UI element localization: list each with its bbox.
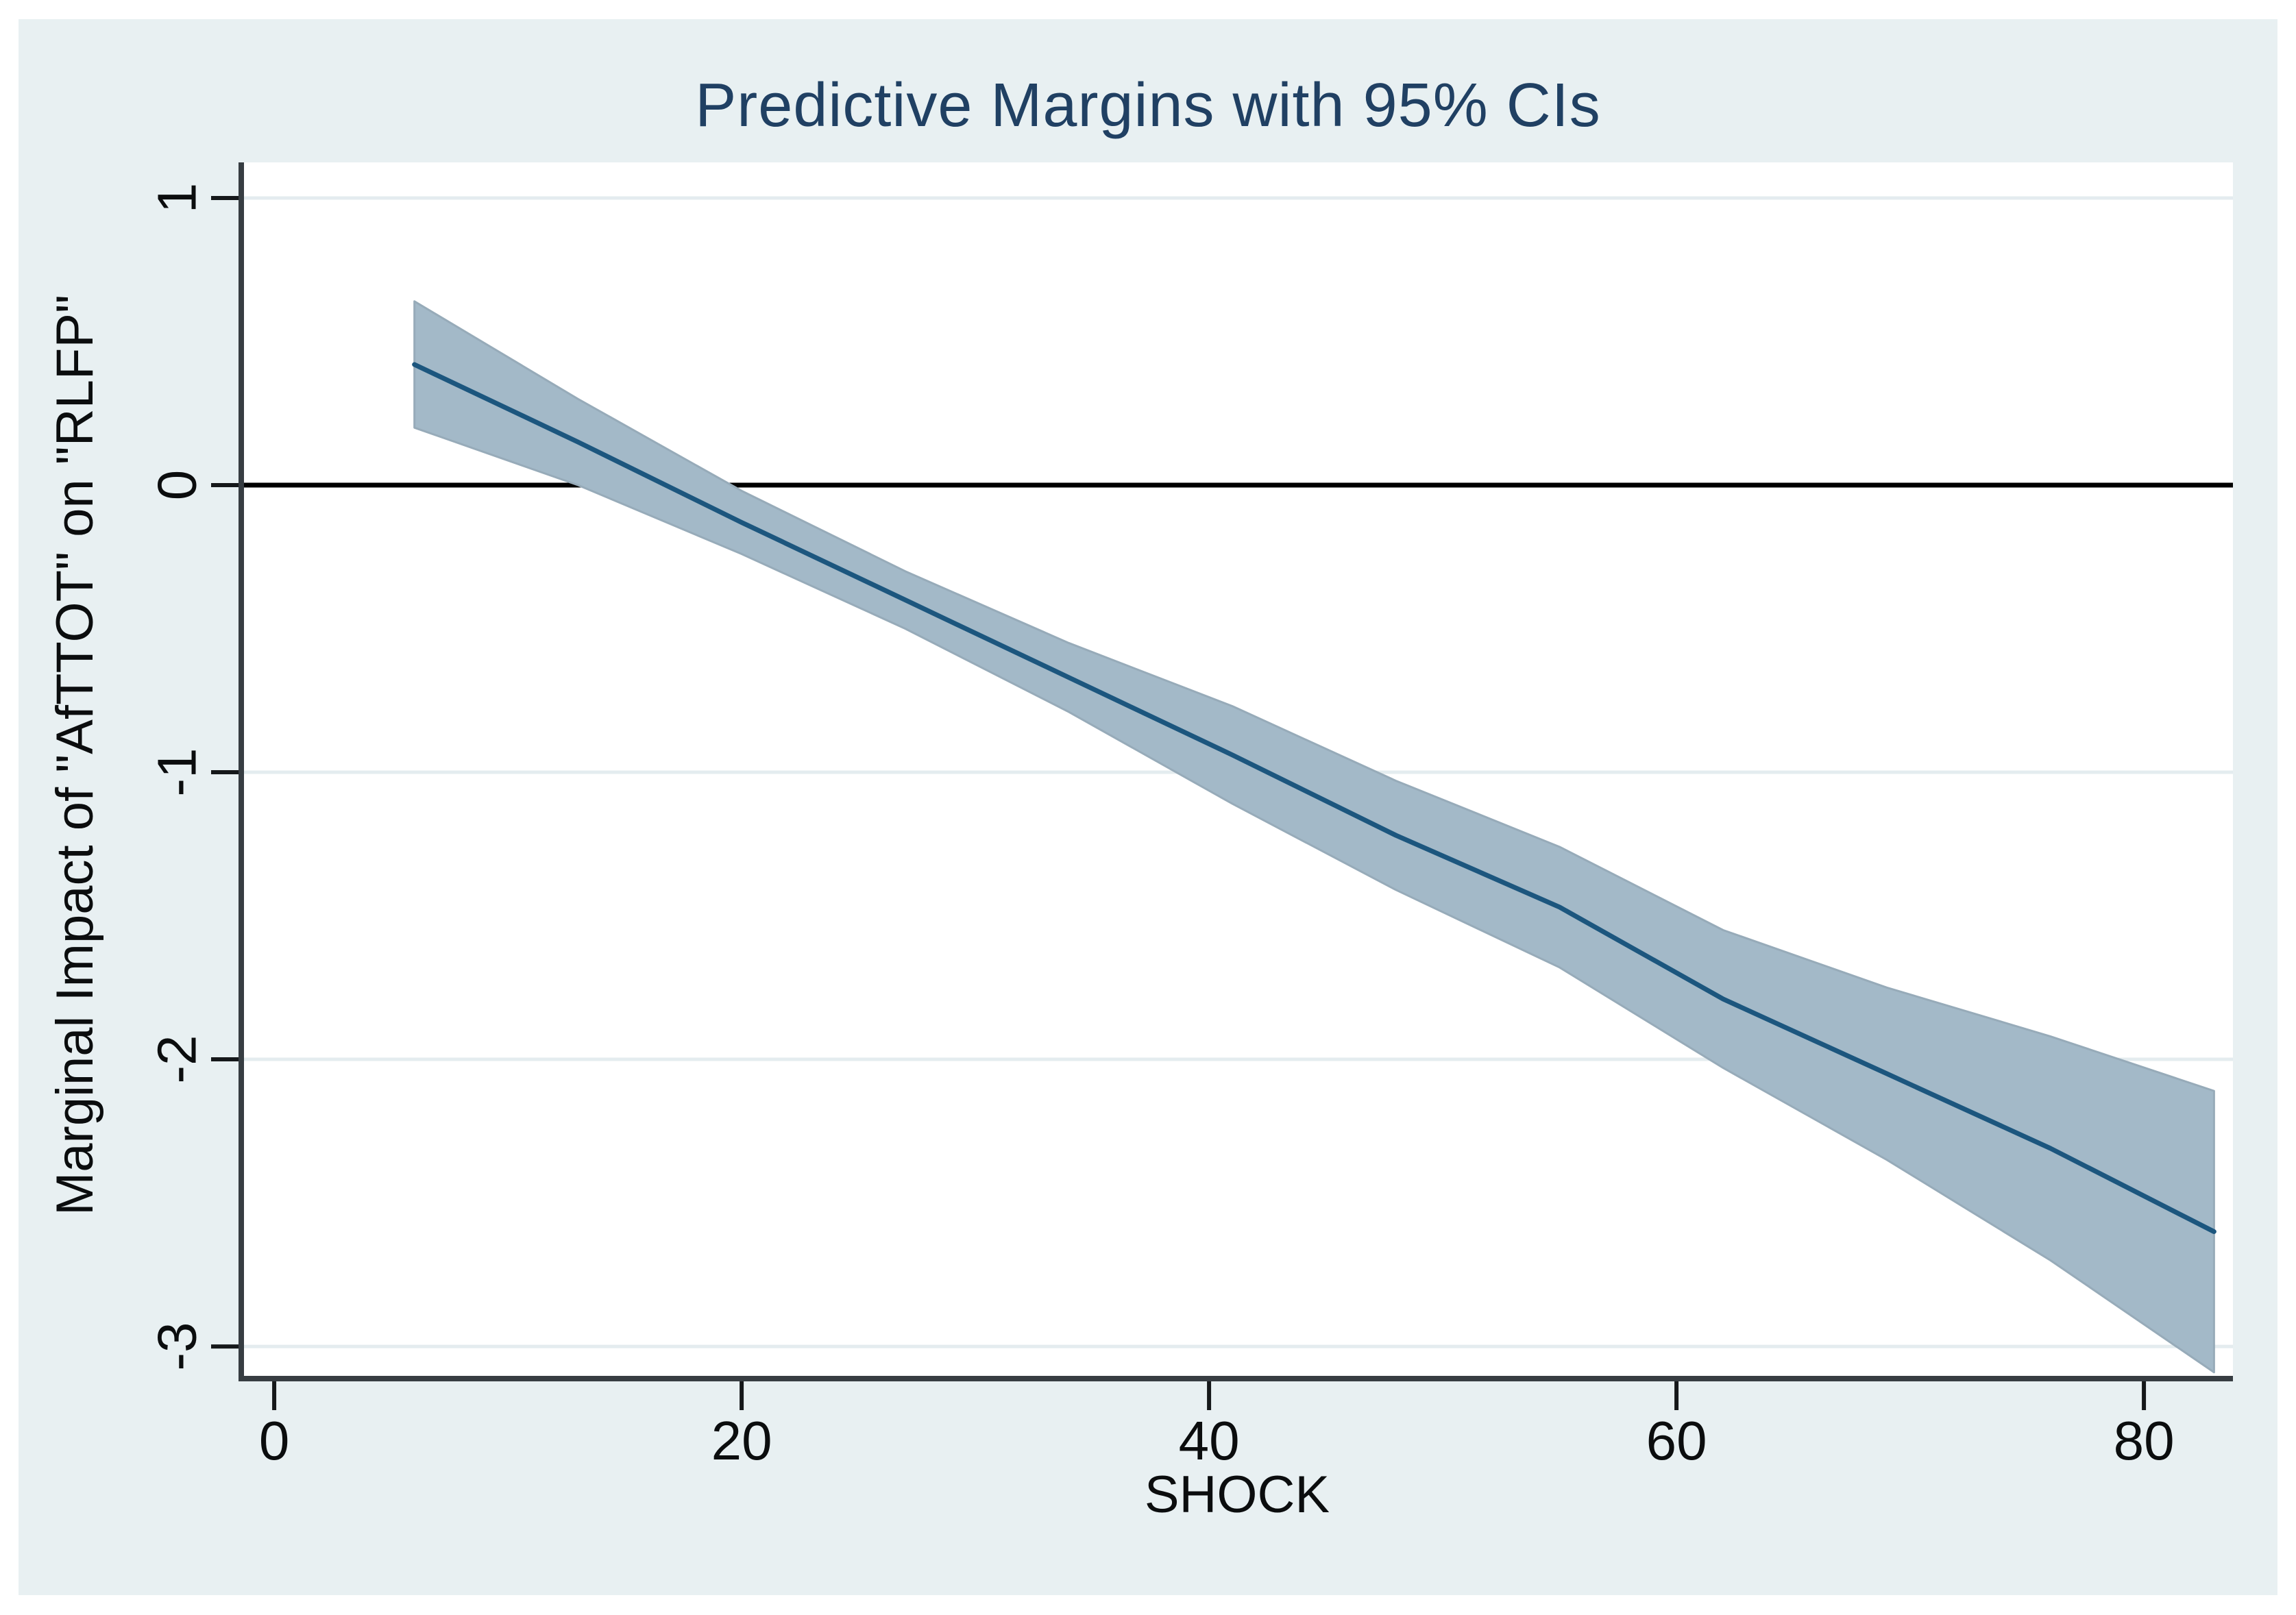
- x-tick-label-20: 20: [711, 1410, 772, 1471]
- y-tick-label--2: -2: [147, 1035, 208, 1083]
- margins-line: [412, 362, 2216, 1234]
- x-tick-label-80: 80: [2114, 1410, 2175, 1471]
- ci-band: [413, 300, 2215, 1374]
- y-axis-title: Marginal Impact of "AfTTOT" on "RLFP": [46, 294, 104, 1216]
- x-tick-label-60: 60: [1646, 1410, 1707, 1471]
- x-tick-label-0: 0: [259, 1410, 290, 1471]
- y-tick-label-1: 1: [147, 183, 208, 214]
- chart-title: Predictive Margins with 95% CIs: [695, 71, 1601, 140]
- x-tick-label-40: 40: [1179, 1410, 1240, 1471]
- y-tick-label--1: -1: [147, 748, 208, 796]
- x-axis-title: SHOCK: [1144, 1466, 1330, 1524]
- y-tick-label-0: 0: [147, 470, 208, 501]
- y-tick-label--3: -3: [147, 1322, 208, 1370]
